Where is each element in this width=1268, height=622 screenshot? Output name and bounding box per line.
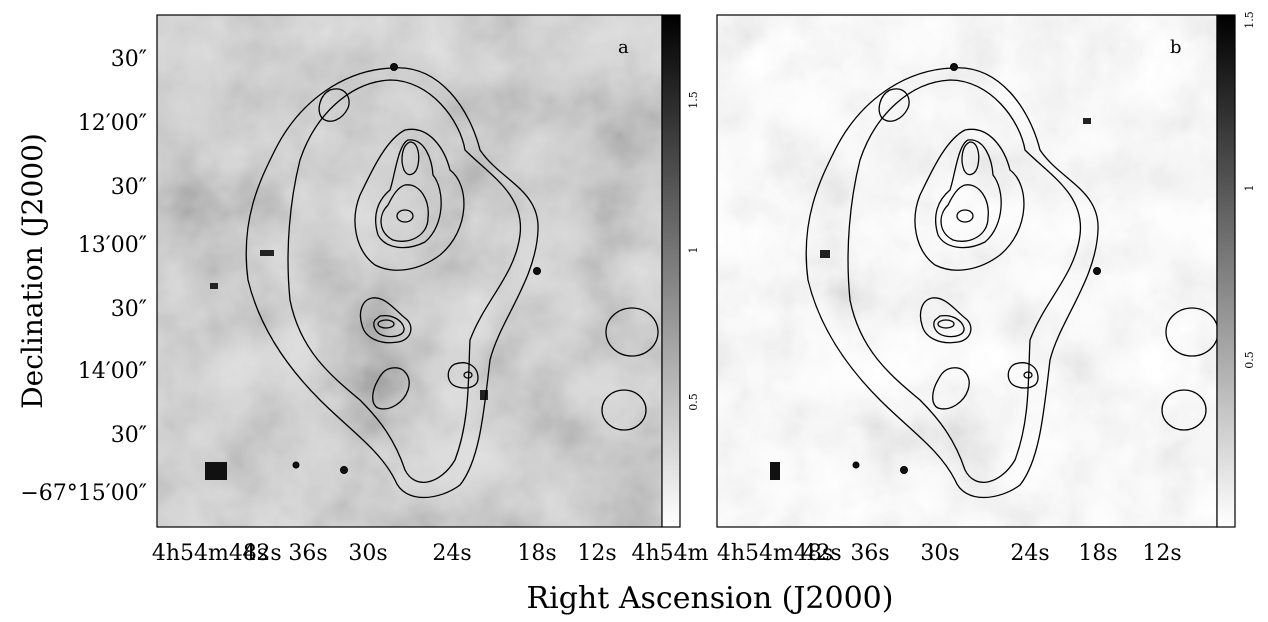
ra-tick: 4h54m <box>631 541 708 566</box>
colorbar-a-tick: 1 <box>687 247 700 254</box>
ra-tick: 12s <box>1142 541 1181 566</box>
dec-tick: 30″ <box>111 47 147 72</box>
y-axis-label: Declination (J2000) <box>16 133 49 409</box>
panel-a: a 1.5 1 0.5 <box>156 14 700 528</box>
dec-tick: 14′00″ <box>78 359 147 384</box>
dec-tick: 30″ <box>111 175 147 200</box>
dec-tick: 13′00″ <box>78 233 147 258</box>
colorbar-b-tick: 0.5 <box>1243 351 1256 369</box>
colorbar-b-tick: 1 <box>1243 185 1256 192</box>
colorbar-a-tick: 1.5 <box>687 91 700 109</box>
ra-tick: 4h54m48s <box>152 541 268 566</box>
colorbar-b-tick: 1.5 <box>1243 11 1256 29</box>
ra-tick-labels-a: 4h54m48s 42s 36s 30s 24s 18s 12s 4h54m <box>152 541 709 566</box>
dec-tick: 12′00″ <box>78 111 147 136</box>
ra-tick: 36s <box>288 541 327 566</box>
colorbar-a <box>662 15 680 527</box>
colorbar-b <box>1217 15 1235 527</box>
ra-tick: 12s <box>577 541 616 566</box>
ra-tick: 42s <box>242 541 281 566</box>
dec-tick: −67°15′00″ <box>20 481 147 506</box>
ra-tick: 30s <box>920 541 959 566</box>
dec-tick: 30″ <box>111 423 147 448</box>
ra-tick: 4h54m48s <box>717 541 833 566</box>
panel-letter-a: a <box>618 37 629 58</box>
image-panel-a <box>157 15 662 527</box>
dec-tick: 30″ <box>111 297 147 322</box>
ra-tick: 30s <box>348 541 387 566</box>
image-panel-b <box>717 15 1217 527</box>
ra-tick: 24s <box>1010 541 1049 566</box>
dec-tick-labels: 30″ 12′00″ 30″ 13′00″ 30″ 14′00″ 30″ −67… <box>20 47 147 506</box>
ra-tick-labels-b: 4h54m48s 42s 36s 30s 24s 18s 12s <box>717 541 1182 566</box>
colorbar-a-tick: 0.5 <box>687 393 700 411</box>
ra-tick: 42s <box>802 541 841 566</box>
panel-letter-b: b <box>1170 37 1182 58</box>
x-axis-label: Right Ascension (J2000) <box>527 581 894 616</box>
panel-b: b 1.5 1 0.5 <box>716 11 1256 528</box>
ra-tick: 18s <box>517 541 556 566</box>
ra-tick: 18s <box>1078 541 1117 566</box>
ra-tick: 36s <box>850 541 889 566</box>
ra-tick: 24s <box>432 541 471 566</box>
